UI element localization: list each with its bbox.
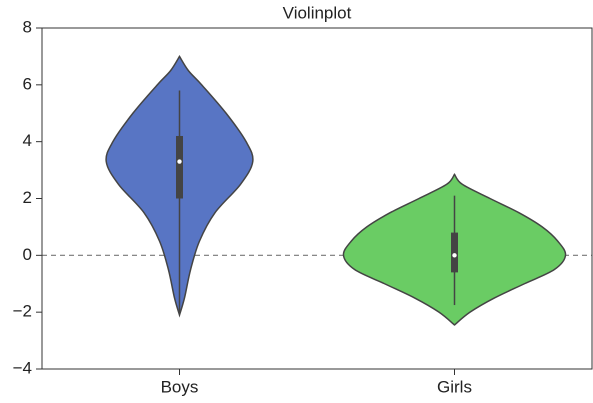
y-tick-label: 0 — [23, 245, 32, 264]
y-tick-label: 4 — [23, 131, 32, 150]
y-tick-label: −2 — [13, 302, 32, 321]
box — [176, 135, 183, 199]
x-tick-label: Boys — [161, 377, 199, 396]
median — [452, 253, 457, 258]
y-tick-label: 2 — [23, 188, 32, 207]
y-tick-label: −4 — [13, 358, 32, 377]
box — [451, 232, 458, 273]
y-tick-label: 8 — [23, 17, 32, 36]
x-tick-label: Girls — [437, 377, 472, 396]
chart-title: Violinplot — [283, 3, 352, 22]
y-tick-label: 6 — [23, 74, 32, 93]
plot-frame — [41, 27, 593, 370]
median — [177, 159, 182, 164]
